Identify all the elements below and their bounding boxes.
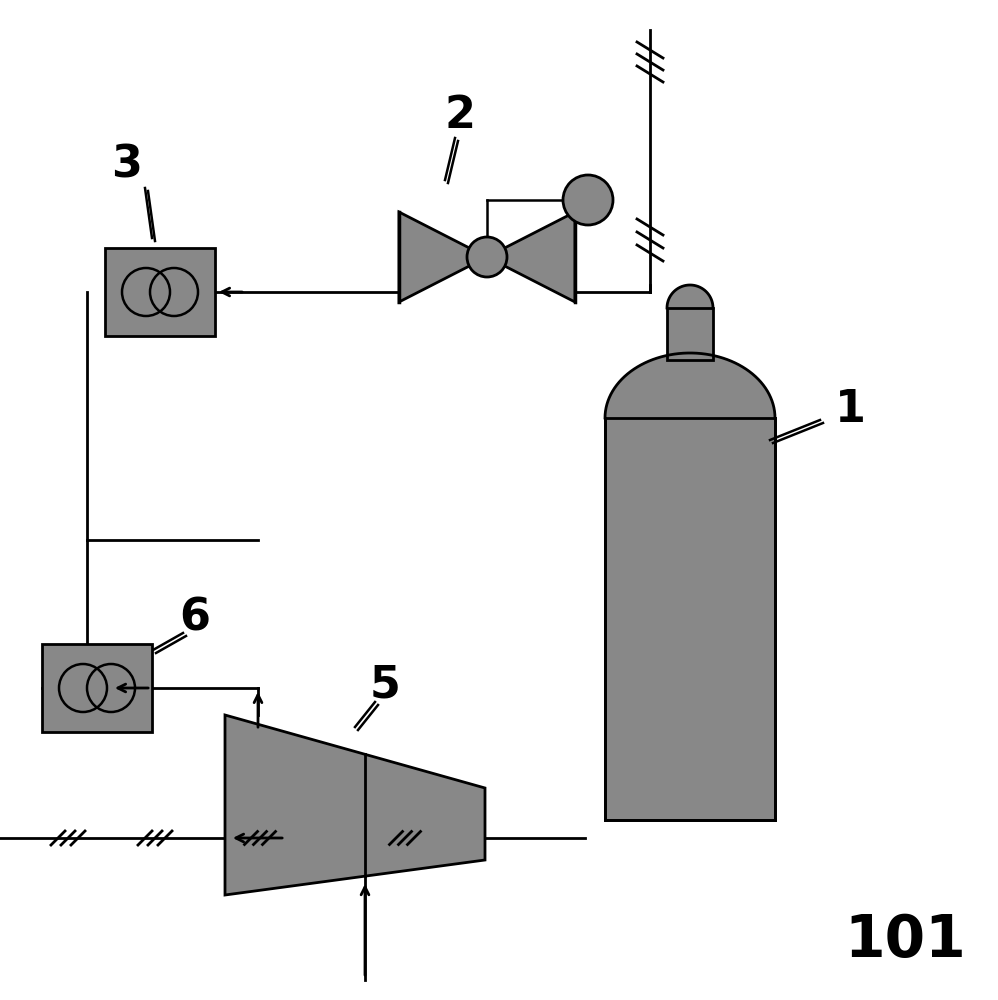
Polygon shape [605,353,775,418]
Bar [667,308,713,360]
Text: 3: 3 [112,143,143,186]
Bar [105,248,215,336]
Bar [605,418,775,820]
Polygon shape [399,212,487,302]
Polygon shape [667,285,713,308]
Circle shape [563,175,613,225]
Text: 101: 101 [844,912,966,968]
Circle shape [467,237,507,277]
Text: 1: 1 [834,388,865,432]
Polygon shape [225,715,485,895]
Text: 2: 2 [444,94,475,136]
Polygon shape [487,212,575,302]
Text: 6: 6 [180,596,211,640]
Bar [42,644,152,732]
Text: 5: 5 [369,664,400,706]
